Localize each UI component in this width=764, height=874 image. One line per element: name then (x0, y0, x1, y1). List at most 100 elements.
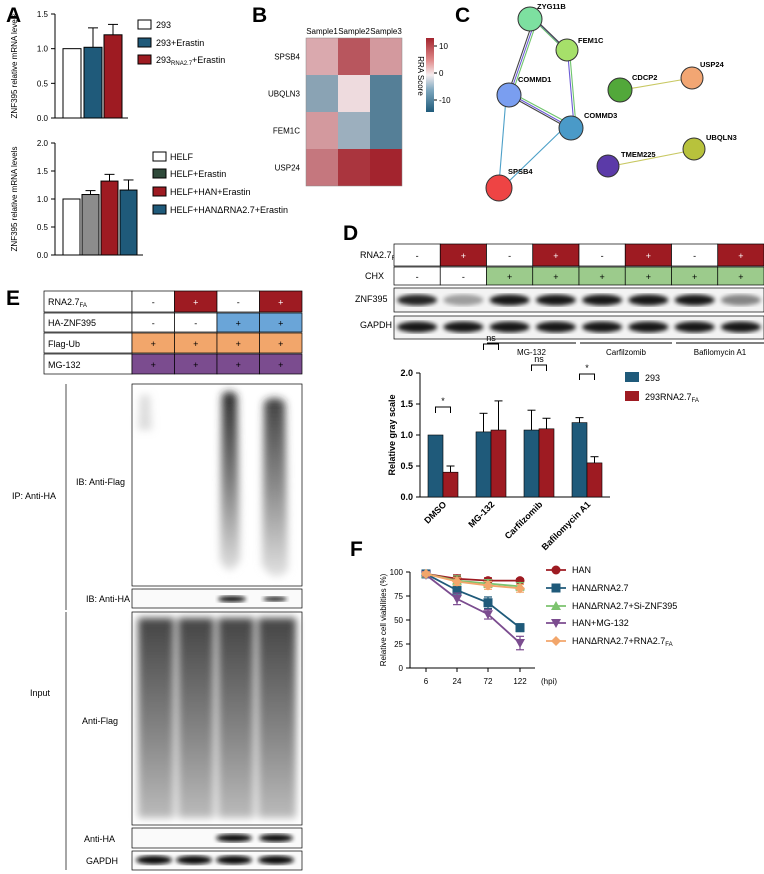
e-label-input: Input (30, 688, 51, 698)
b-col-label: Sample1 (306, 27, 338, 36)
b-cell (306, 112, 338, 149)
panel-d: RNA2.7FA CHX ZNF395 GAPDH - + - + - + - + - - + + + +… (355, 243, 764, 552)
f-marker (515, 639, 525, 649)
d-znf395-band (397, 294, 438, 306)
panel-f: 0 25 50 75 100 6 24 72 122 (hpi) Relative cell via… (379, 565, 677, 686)
a-bottom-bar (81, 194, 100, 256)
e-mg-cell (259, 353, 303, 375)
a-legend-tspan: RNA2.7 (171, 61, 193, 67)
node-zyg11b (517, 6, 543, 32)
node-label-commd1: COMMD1 (518, 75, 551, 84)
e-flag-cell (259, 332, 303, 354)
e-label-anti-ha: Anti-HA (84, 834, 115, 844)
d-chart-sig-bracket (435, 406, 451, 413)
a-top-legend-swatch (137, 37, 152, 48)
d-chart-bar (427, 434, 444, 498)
a-bottom-tick-label: 0.5 (37, 223, 49, 232)
d-chx-sign: + (553, 272, 558, 282)
d-rna-sign: + (553, 251, 558, 261)
panel-c-network: ZYG11B FEM1C COMMD1 COMMD3 SPSB4 CDCP2 U… (485, 2, 737, 202)
f-marker (483, 598, 493, 608)
f-marker (452, 585, 462, 595)
node-label-cdcp2: CDCP2 (632, 73, 657, 82)
d-chart-sig-bracket (579, 373, 595, 380)
e-label-flag: Flag-Ub (48, 339, 80, 349)
f-xtick-label: 24 (453, 677, 462, 686)
d-chart-tick-label: 1.5 (400, 399, 413, 409)
b-cell (370, 38, 402, 75)
b-cell (306, 75, 338, 112)
d-chart-tick-label: 1.0 (400, 430, 413, 440)
d-chart-sig-label: * (441, 396, 445, 406)
d-chart-bar (586, 462, 603, 498)
d-chart-sig-label: ns (486, 333, 496, 343)
e-ha-sign: + (278, 319, 283, 329)
e-ha-sign: - (152, 319, 155, 329)
d-gapdh-band (582, 321, 623, 333)
d-legend-label: 293RNA2.7FA (645, 392, 699, 404)
d-rna-sign: + (461, 251, 466, 261)
b-row-label: USP24 (275, 164, 301, 173)
d-label-znf395: ZNF395 (355, 294, 388, 304)
d-znf395-band (489, 294, 530, 306)
d-legend-tspan: 293RNA2.7 (645, 392, 692, 402)
d-znf395-band (535, 294, 576, 306)
e-label-ip: IP: Anti-HA (12, 491, 56, 501)
node-label-fem1c: FEM1C (578, 36, 604, 45)
node-label-zyg11b: ZYG11B (537, 2, 566, 11)
f-marker (551, 601, 561, 610)
node-label-usp24: USP24 (700, 60, 725, 69)
d-znf395-band (443, 294, 484, 306)
d-legend-swatch (625, 372, 639, 382)
d-gapdh-band (628, 321, 669, 333)
a-legend-tspan: +Erastin (192, 55, 225, 65)
node-cdcp2 (607, 77, 633, 103)
a-bottom-legend-swatch (152, 151, 167, 162)
f-xtick-label: 72 (484, 677, 493, 686)
d-znf395-band (582, 294, 623, 306)
panel-label-b: B (252, 4, 267, 27)
a-bottom-ylabel: ZNF395 relative mRNA levels (10, 147, 19, 252)
b-colorbar-tick-label: 0 (439, 69, 444, 78)
d-chx-sign: + (599, 272, 604, 282)
d-group-label: Bafilomycin A1 (694, 348, 747, 357)
f-marker (551, 636, 561, 646)
d-rna-sign: - (416, 251, 419, 261)
f-tick-label: 75 (394, 592, 403, 601)
d-chart-bar (442, 471, 459, 498)
e-flag-sign: + (193, 339, 198, 349)
f-tick-label: 25 (394, 640, 403, 649)
a-bottom-bar (119, 189, 138, 256)
e-rna-sign: + (278, 298, 283, 308)
b-cell (306, 38, 338, 75)
f-marker (551, 619, 561, 628)
d-chx-sign: + (507, 272, 512, 282)
e-rna-sign: - (152, 298, 155, 308)
f-legend-label: HAN+MG-132 (572, 618, 629, 628)
e-label-gapdh: GAPDH (86, 856, 118, 866)
f-legend-label: HANΔRNA2.7+RNA2.7FA (572, 636, 673, 648)
e-ha-sign: - (194, 319, 197, 329)
node-fem1c (555, 38, 579, 62)
f-series-line (425, 573, 521, 629)
b-row-label: UBQLN3 (268, 90, 301, 99)
e-label-mg: MG-132 (48, 360, 81, 370)
d-chart-category-label: DMSO (422, 499, 448, 525)
b-col-label: Sample2 (338, 27, 370, 36)
node-label-commd3: COMMD3 (584, 111, 617, 120)
e-flag-sign: + (151, 339, 156, 349)
f-tick-label: 50 (394, 616, 403, 625)
d-chart-sig-bracket (531, 364, 547, 371)
f-marker (421, 568, 431, 579)
panel-label-f: F (350, 538, 363, 561)
b-cell (338, 75, 370, 112)
d-label-gapdh: GAPDH (360, 320, 392, 330)
b-row-label: SPSB4 (274, 53, 300, 62)
a-top-tick-label: 1.0 (37, 45, 49, 54)
d-chx-sign: - (416, 272, 419, 282)
d-chart-bar (538, 428, 555, 498)
e-ha-cell (259, 312, 303, 333)
panel-label-a: A (6, 4, 21, 27)
node-label-spsb4: SPSB4 (508, 167, 533, 176)
